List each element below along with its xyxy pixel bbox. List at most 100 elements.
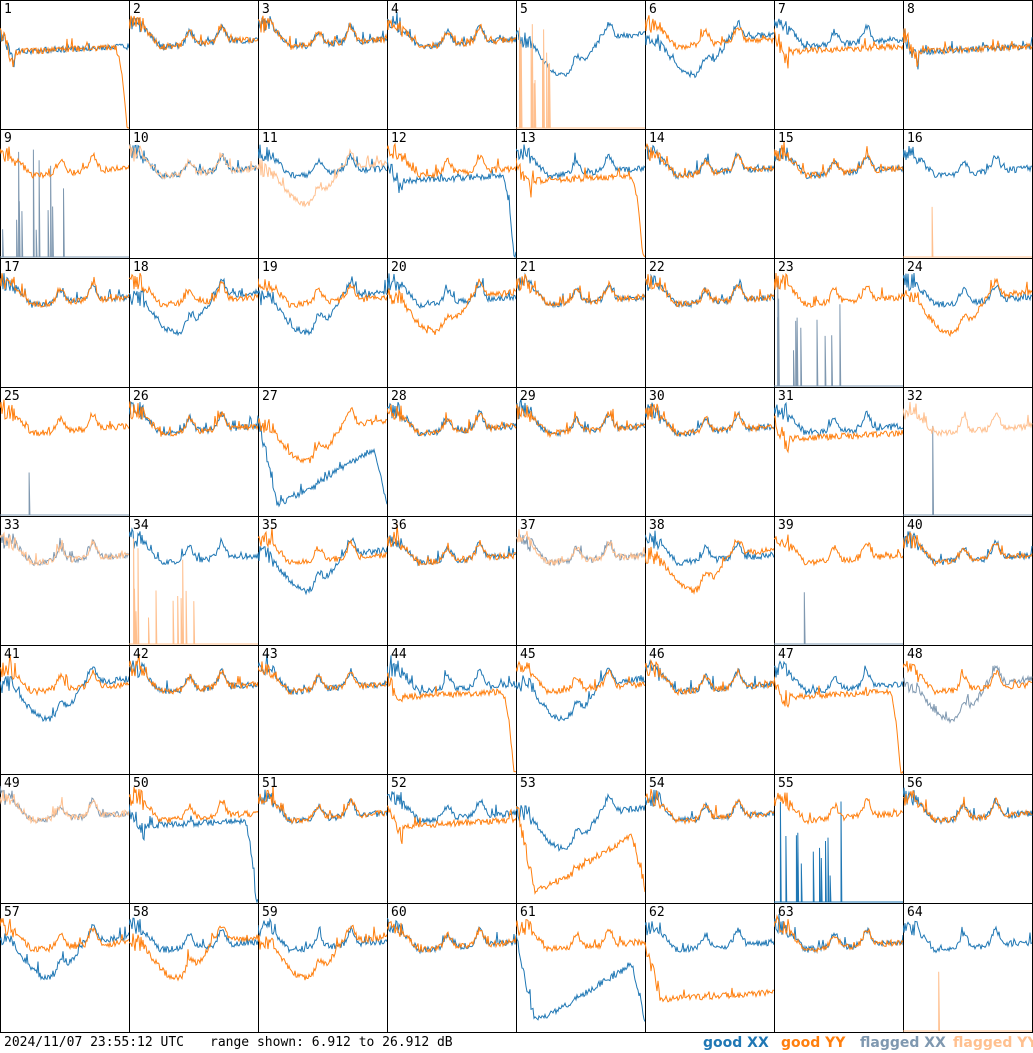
panel-58: 58 [129,903,259,1033]
panel-plot [258,258,388,388]
panel-frame [258,645,388,775]
panel-plot [387,903,517,1033]
panel-44: 44 [387,645,517,775]
panel-plot [903,774,1033,904]
panel-39: 39 [774,516,904,646]
yy-series-line [516,919,646,953]
xx-series-line [516,144,646,180]
panel-plot [516,258,646,388]
xx-series-line [774,660,904,695]
panel-frame [387,129,517,259]
panel-64: 64 [903,903,1033,1033]
panel-plot [903,0,1033,130]
panel-plot [387,516,517,646]
panel-frame [903,387,1033,517]
panel-26: 26 [129,387,259,517]
yy-series-line [129,538,258,645]
panel-53: 53 [516,774,646,904]
panel-63: 63 [774,903,904,1033]
panel-9: 9 [0,129,130,259]
panel-number: 13 [520,131,536,146]
panel-frame [129,258,259,388]
yy-series-line [903,206,1032,258]
panel-plot [516,387,646,517]
panel-31: 31 [774,387,904,517]
panel-16: 16 [903,129,1033,259]
yy-series-line [387,920,517,954]
yy-series-line [387,404,517,437]
yy-series-line [0,273,130,308]
xx-series-line [774,592,903,645]
xx-series-line [516,793,646,852]
panel-number: 52 [391,776,407,791]
panel-number: 30 [649,389,665,404]
yy-series-line [258,785,388,825]
xx-series-line [129,527,259,566]
yy-series-line [645,143,775,179]
panel-number: 31 [778,389,794,404]
panel-number: 14 [649,131,665,146]
panel-plot [387,645,517,775]
panel-frame [258,258,388,388]
panel-43: 43 [258,645,388,775]
yy-series-line [129,273,259,308]
panel-plot [774,258,904,388]
panel-plot [387,258,517,388]
panel-number: 35 [262,518,278,533]
panel-plot [903,258,1033,388]
panel-plot [387,774,517,904]
yy-series-line [516,157,646,258]
panel-plot [516,774,646,904]
panel-frame [903,516,1033,646]
panel-frame [516,903,646,1033]
panel-plot [774,645,904,775]
panel-frame [903,645,1033,775]
panel-plot [516,903,646,1033]
yy-series-line [645,788,775,825]
xx-series-line [903,145,1033,179]
xx-series-line [903,425,1032,516]
panel-frame [903,258,1033,388]
yy-series-line [516,404,646,439]
panel-plot [903,645,1033,775]
panel-28: 28 [387,387,517,517]
panel-plot [645,387,775,517]
xx-series-line [387,791,517,825]
panel-1: 1 [0,0,130,130]
xx-series-line [645,921,775,953]
panel-frame [774,387,904,517]
panel-number: 45 [520,647,536,662]
panel-number: 16 [907,131,923,146]
panel-number: 5 [520,2,528,17]
panel-frame [0,903,130,1033]
panel-59: 59 [258,903,388,1033]
yy-series-line [903,971,1032,1032]
panel-number: 24 [907,260,923,275]
xx-series-line [903,664,1033,724]
panel-frame [129,645,259,775]
panel-plot [645,903,775,1033]
panel-number: 47 [778,647,794,662]
yy-series-line [387,523,516,566]
panel-frame [0,258,130,388]
panel-number: 37 [520,518,536,533]
xx-series-line [645,530,775,567]
panel-plot [0,129,130,259]
yy-series-line [129,925,259,982]
panel-plot [258,774,388,904]
panel-40: 40 [903,516,1033,646]
panel-frame [774,645,904,775]
xx-series-line [645,144,775,180]
panel-plot [516,516,646,646]
panel-number: 43 [262,647,278,662]
yy-series-line [774,28,904,69]
panel-number: 10 [133,131,149,146]
panel-number: 29 [520,389,536,404]
panel-number: 15 [778,131,794,146]
panel-22: 22 [645,258,775,388]
panel-35: 35 [258,516,388,646]
panel-29: 29 [516,387,646,517]
xx-series-line [0,472,129,516]
yy-series-line [516,24,645,129]
xx-series-line [516,667,646,722]
